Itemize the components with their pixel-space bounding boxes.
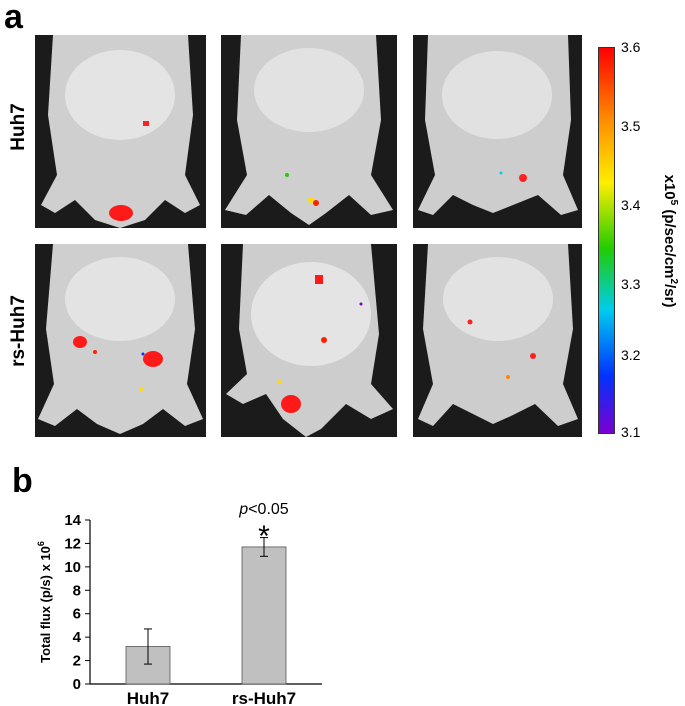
signal-spot	[277, 380, 281, 384]
colorbar-tick: 3.6	[621, 39, 641, 55]
colorbar-tick: 3.4	[621, 197, 641, 213]
mouse-silhouette	[226, 244, 393, 437]
y-tick-label: 12	[64, 535, 81, 552]
y-axis-label: Total flux (p/s) x 106	[36, 541, 53, 663]
y-tick-label: 10	[64, 559, 81, 576]
signal-spot	[321, 337, 327, 343]
y-tick-label: 6	[73, 606, 81, 623]
x-tick-label: rs-Huh7	[232, 689, 296, 706]
signal-spot	[73, 336, 87, 348]
y-axis-label-text: Total flux (p/s) x 10	[38, 546, 53, 663]
colorbar-tick: 3.1	[621, 424, 641, 440]
y-tick-label: 2	[73, 653, 81, 670]
signal-spot	[109, 205, 133, 221]
mouse-silhouette	[38, 244, 203, 434]
signal-spot	[359, 302, 363, 306]
row-label-rs-huh7: rs-Huh7	[8, 295, 29, 367]
colorbar-title-mid: (p/sec/cm	[661, 205, 678, 279]
y-tick-label: 0	[73, 676, 81, 693]
p-value-annotation: p<0.05	[238, 501, 288, 518]
bioluminescence-image-huh7-3	[413, 35, 582, 228]
y-tick-label: 8	[73, 582, 81, 599]
mouse-silhouette	[41, 35, 200, 228]
y-tick-label: 14	[64, 512, 81, 529]
panel-b-letter: b	[12, 462, 33, 500]
signal-spot	[285, 173, 289, 177]
colorbar-tick: 3.3	[621, 276, 641, 292]
mouse-silhouette	[225, 35, 393, 225]
mouse-silhouette	[418, 35, 578, 215]
p-threshold: <0.05	[248, 501, 289, 518]
signal-spot	[141, 352, 145, 356]
bioluminescence-image-huh7-2	[221, 35, 397, 228]
bioluminescence-image-rs-huh7-2	[221, 244, 397, 437]
colorbar-tick: 3.2	[621, 347, 641, 363]
signal-spot	[139, 387, 143, 391]
p-symbol: p	[238, 501, 248, 518]
bioluminescence-image-huh7-1	[35, 35, 206, 228]
signal-spot	[313, 200, 319, 206]
signal-spot	[93, 350, 97, 354]
signal-spot	[467, 319, 473, 325]
y-tick-label: 4	[73, 629, 82, 646]
signal-spot	[506, 375, 510, 379]
bar	[241, 546, 287, 685]
signal-spot	[499, 171, 503, 175]
colorbar	[598, 47, 615, 434]
signal-spot	[530, 353, 536, 359]
signal-spot	[143, 121, 149, 126]
signal-spot	[143, 351, 163, 367]
x-tick-label: Huh7	[127, 689, 170, 706]
colorbar-tick: 3.5	[621, 118, 641, 134]
y-axis-label-exp: 6	[36, 541, 46, 546]
signal-spot	[308, 197, 314, 203]
significance-marker: *	[258, 520, 270, 553]
bioluminescence-image-rs-huh7-1	[35, 244, 206, 437]
signal-spot	[281, 395, 301, 413]
signal-spot	[315, 275, 323, 284]
panel-a-letter: a	[4, 0, 23, 36]
colorbar-title: x105 (p/sec/cm2/sr)	[661, 141, 679, 341]
row-label-huh7: Huh7	[8, 103, 29, 151]
colorbar-title-prefix: x10	[661, 174, 678, 200]
signal-spot	[519, 174, 527, 182]
mouse-silhouette	[418, 244, 578, 426]
bioluminescence-image-rs-huh7-3	[413, 244, 582, 437]
bar-chart: 0 2 4 6 8 10 12 14 Huh7 rs-Huh7 p<0.05 * Total flux …	[36, 501, 322, 706]
colorbar-title-suffix: /sr)	[661, 284, 678, 308]
